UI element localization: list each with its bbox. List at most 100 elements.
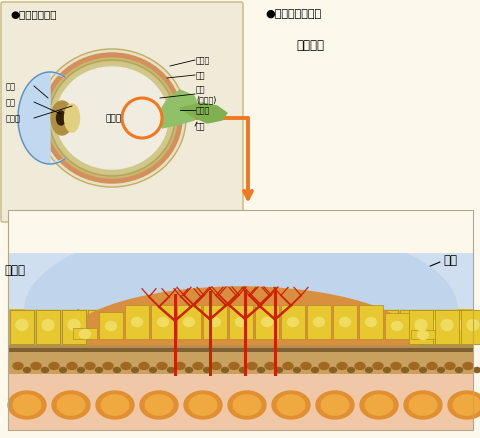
Ellipse shape <box>47 59 177 179</box>
Ellipse shape <box>233 395 260 415</box>
Ellipse shape <box>103 363 113 370</box>
Polygon shape <box>18 73 64 165</box>
Ellipse shape <box>327 320 339 331</box>
Ellipse shape <box>264 363 275 370</box>
Ellipse shape <box>417 331 428 340</box>
Text: ●黄斏部の断面図: ●黄斏部の断面図 <box>264 9 321 19</box>
Ellipse shape <box>391 322 402 331</box>
Ellipse shape <box>175 363 185 370</box>
Text: 新生血管: 新生血管 <box>295 39 324 52</box>
Ellipse shape <box>405 320 417 331</box>
Bar <box>269 310 293 344</box>
Bar <box>295 310 319 344</box>
Ellipse shape <box>419 367 426 373</box>
Bar <box>8 211 472 430</box>
Bar <box>88 310 112 344</box>
Ellipse shape <box>359 391 397 419</box>
Ellipse shape <box>85 363 95 370</box>
Bar <box>10 310 34 344</box>
Ellipse shape <box>390 363 400 370</box>
Ellipse shape <box>167 367 174 373</box>
FancyBboxPatch shape <box>1 3 242 223</box>
Bar <box>399 310 423 344</box>
Bar <box>425 310 449 344</box>
Bar <box>192 310 216 344</box>
Ellipse shape <box>172 320 184 331</box>
Ellipse shape <box>472 367 480 373</box>
Text: 網膜: 網膜 <box>442 254 456 267</box>
Polygon shape <box>25 223 456 309</box>
Ellipse shape <box>379 320 391 331</box>
Ellipse shape <box>16 320 28 331</box>
Ellipse shape <box>60 367 66 373</box>
Ellipse shape <box>77 367 84 373</box>
Ellipse shape <box>321 395 348 415</box>
Bar <box>166 310 190 344</box>
Ellipse shape <box>68 320 80 331</box>
Ellipse shape <box>145 395 172 415</box>
Ellipse shape <box>365 367 372 373</box>
Ellipse shape <box>336 363 346 370</box>
Ellipse shape <box>401 367 408 373</box>
Ellipse shape <box>79 330 90 339</box>
Ellipse shape <box>113 367 120 373</box>
Ellipse shape <box>13 395 41 415</box>
Ellipse shape <box>184 391 222 419</box>
Ellipse shape <box>96 391 134 419</box>
Ellipse shape <box>139 363 149 370</box>
Ellipse shape <box>347 367 354 373</box>
Ellipse shape <box>315 391 353 419</box>
Ellipse shape <box>157 318 168 327</box>
Polygon shape <box>63 287 418 345</box>
Ellipse shape <box>311 367 318 373</box>
Ellipse shape <box>329 367 336 373</box>
Polygon shape <box>180 104 227 124</box>
Bar <box>347 310 371 344</box>
Ellipse shape <box>408 395 436 415</box>
Ellipse shape <box>120 320 132 331</box>
Bar <box>254 305 278 339</box>
Ellipse shape <box>440 320 452 331</box>
Ellipse shape <box>426 363 436 370</box>
Ellipse shape <box>149 367 156 373</box>
Ellipse shape <box>131 367 138 373</box>
Ellipse shape <box>300 363 311 370</box>
Bar <box>373 310 397 344</box>
Ellipse shape <box>49 363 59 370</box>
Ellipse shape <box>140 391 178 419</box>
Bar <box>36 310 60 344</box>
Bar <box>62 310 86 344</box>
Ellipse shape <box>189 395 216 415</box>
Ellipse shape <box>354 363 364 370</box>
Ellipse shape <box>51 102 73 136</box>
Ellipse shape <box>228 363 239 370</box>
Bar <box>99 312 123 339</box>
Ellipse shape <box>192 363 203 370</box>
Ellipse shape <box>8 391 46 419</box>
Bar <box>280 305 304 339</box>
Bar <box>321 310 345 344</box>
Bar <box>8 254 472 309</box>
Ellipse shape <box>339 318 350 327</box>
Ellipse shape <box>452 395 480 415</box>
Ellipse shape <box>56 68 168 170</box>
Ellipse shape <box>38 50 186 187</box>
Text: 水晶体: 水晶体 <box>6 114 21 123</box>
Polygon shape <box>162 91 200 129</box>
Text: 瞳孔: 瞳孔 <box>6 98 16 107</box>
Bar <box>410 330 434 339</box>
Ellipse shape <box>250 320 262 331</box>
Bar <box>217 310 241 344</box>
Ellipse shape <box>57 395 84 415</box>
Ellipse shape <box>105 322 116 331</box>
Ellipse shape <box>31 363 41 370</box>
Ellipse shape <box>293 367 300 373</box>
Ellipse shape <box>301 320 313 331</box>
Ellipse shape <box>235 318 246 327</box>
Ellipse shape <box>447 391 480 419</box>
Bar <box>384 313 408 339</box>
Ellipse shape <box>239 367 246 373</box>
Bar <box>8 352 472 374</box>
Bar <box>36 310 60 344</box>
Ellipse shape <box>276 320 288 331</box>
